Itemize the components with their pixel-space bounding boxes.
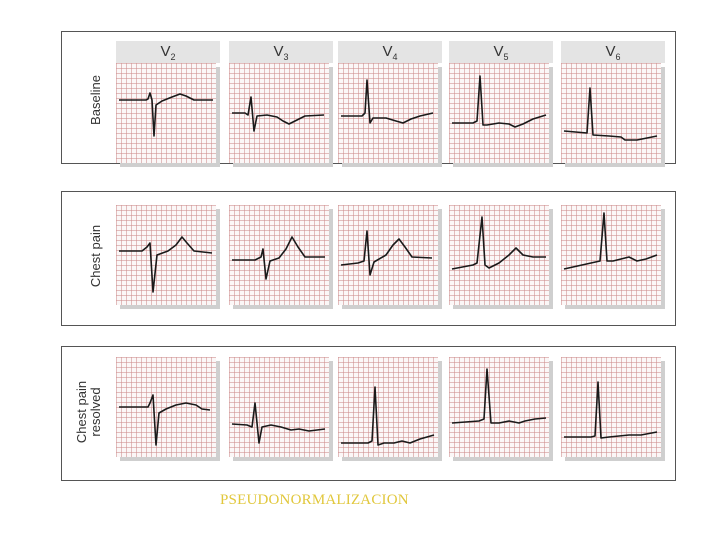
lead-header-v2: V2 [116,41,220,63]
ecg-trace-chest-pain-v5 [449,205,549,305]
row-label-chest-pain: Chest pain [88,224,103,288]
ecg-trace-chest-pain-v4 [338,205,438,305]
ecg-trace-chest-pain-resolved-v6 [561,357,661,457]
ecg-trace-chest-pain-v6 [561,205,661,305]
lead-header-v6: V6 [561,41,665,63]
ecg-trace-baseline-v2 [116,63,216,163]
ecg-trace-baseline-v6 [561,63,661,163]
row-label-chest-pain-resolved: Chest pain resolved [74,380,103,444]
ecg-trace-chest-pain-resolved-v2 [116,357,216,457]
ecg-trace-chest-pain-v2 [116,205,216,305]
ecg-trace-baseline-v4 [338,63,438,163]
lead-header-v5: V5 [449,41,553,63]
lead-header-v3: V3 [229,41,333,63]
ecg-trace-baseline-v5 [449,63,549,163]
ecg-trace-baseline-v3 [229,63,329,163]
ecg-trace-chest-pain-v3 [229,205,329,305]
ecg-trace-chest-pain-resolved-v5 [449,357,549,457]
ecg-trace-chest-pain-resolved-v3 [229,357,329,457]
footer-caption: PSEUDONORMALIZACION [220,492,409,508]
ecg-trace-chest-pain-resolved-v4 [338,357,438,457]
lead-header-v4: V4 [338,41,442,63]
row-label-baseline: Baseline [88,75,103,125]
